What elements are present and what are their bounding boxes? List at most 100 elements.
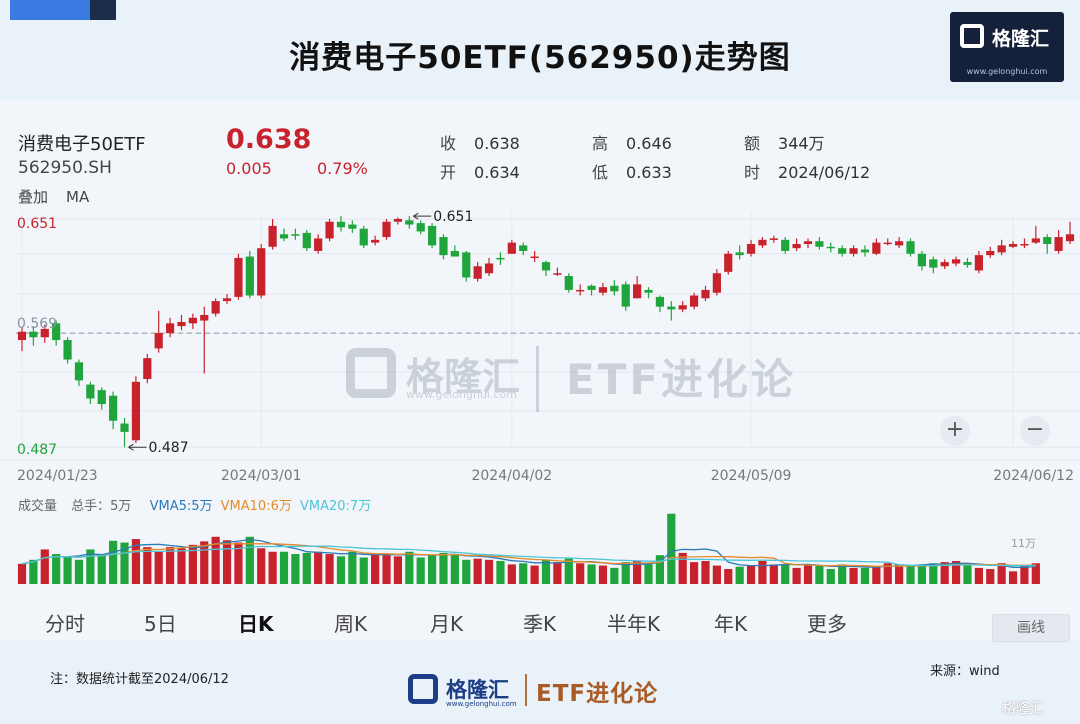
zoom-in-button[interactable]: +: [940, 416, 970, 446]
quote-open: 开 0.634: [440, 163, 520, 182]
candle-body: [473, 266, 482, 279]
candle-body: [63, 340, 72, 360]
volume-bar: [849, 567, 858, 584]
candle-body: [200, 314, 209, 321]
tab-5day[interactable]: 5日: [144, 612, 177, 636]
draw-line-button[interactable]: 画线: [992, 614, 1070, 642]
volume-bar: [200, 541, 209, 584]
candle-body: [815, 241, 824, 247]
volume-bar: [644, 564, 653, 584]
candle-body: [963, 262, 972, 265]
tab-halfyear-k[interactable]: 半年K: [607, 612, 661, 636]
candle-body: [268, 225, 277, 247]
volume-bar: [405, 551, 414, 584]
kline-chart[interactable]: 0.651 0.569 0.487 2024/01/23 2024/03/01 2024/…: [0, 200, 1080, 600]
volume-bar: [359, 557, 368, 584]
volume-bar: [97, 554, 106, 584]
volume-bar: [781, 564, 790, 584]
tab-daily-k[interactable]: 日K: [238, 612, 274, 636]
candle-body: [769, 238, 778, 240]
volume-bar: [86, 549, 95, 584]
volume-bar: [29, 559, 38, 584]
volume-bar: [473, 558, 482, 584]
volume-bar: [131, 539, 141, 584]
volume-bar: [427, 555, 437, 584]
volume-bar: [52, 554, 61, 584]
volume-bar: [120, 542, 129, 584]
candle-body: [838, 248, 847, 254]
data-source: 来源：wind: [930, 664, 1000, 679]
watermark: 格隆汇 www.gelonghui.com ETF进化论: [346, 340, 806, 415]
candle-body: [598, 287, 608, 293]
candle-body: [154, 333, 163, 349]
candle-body: [621, 284, 630, 307]
candle-body: [644, 289, 653, 293]
footer-g-icon: [408, 674, 438, 704]
volume-bar: [165, 547, 175, 584]
volume-bar: [382, 554, 391, 584]
date-label: 2024/04/02: [471, 468, 552, 484]
tab-more[interactable]: 更多: [807, 612, 847, 636]
volume-bar: [803, 564, 813, 584]
candle-body: [1043, 237, 1052, 245]
candle-body: [348, 224, 357, 229]
logo-url: www.gelonghui.com: [966, 67, 1048, 76]
candle-body: [234, 257, 243, 297]
candle-body: [610, 285, 619, 292]
volume-bar: [712, 565, 721, 584]
vma-line: [21, 538, 1036, 569]
volume-bar: [496, 560, 505, 584]
candle-body: [860, 249, 870, 253]
footer-divider: [525, 674, 527, 706]
candle-body: [1065, 234, 1075, 242]
volume-bar: [519, 563, 528, 584]
volume-bar: [929, 563, 938, 584]
candle-body: [826, 246, 835, 249]
logo-text: 格隆汇: [992, 28, 1050, 50]
corner-watermark: 格隆汇: [1002, 701, 1044, 717]
candle-body: [74, 362, 84, 381]
tab-quarterly-k[interactable]: 季K: [523, 612, 557, 636]
tab-intraday[interactable]: 分时: [45, 612, 85, 636]
volume-bar: [986, 569, 995, 584]
volume-total: 总手：5万: [71, 499, 132, 514]
volume-bar: [279, 551, 289, 584]
tab-monthly-k[interactable]: 月K: [430, 612, 464, 636]
period-tabs: 分时 5日 日K 周K 月K 季K 半年K 年K 更多: [0, 608, 1080, 638]
candle-body: [678, 305, 687, 310]
candle-body: [906, 241, 915, 254]
volume-bar: [906, 565, 915, 584]
volume-bar: [815, 565, 824, 584]
watermark-brand: 格隆汇: [406, 355, 521, 399]
zoom-out-button[interactable]: −: [1020, 416, 1050, 446]
volume-bar: [963, 565, 972, 584]
candle-body: [17, 331, 27, 341]
candle-body: [735, 252, 744, 256]
candle-body: [1054, 237, 1063, 251]
volume-bar: [314, 551, 323, 584]
volume-bar: [234, 542, 243, 584]
overlay-button[interactable]: 叠加: [18, 188, 49, 206]
candle-body: [564, 276, 573, 290]
annotation-label: 0.651: [433, 209, 473, 225]
volume-bar: [530, 565, 539, 584]
annotation-arrowhead: [413, 212, 419, 220]
volume-bar: [154, 551, 163, 584]
stock-code: 562950.SH: [18, 158, 112, 178]
volume-bar: [724, 569, 733, 584]
ma-button[interactable]: MA: [66, 188, 90, 206]
vma5-label: VMA5:5万: [149, 499, 213, 514]
volume-label: 成交量: [18, 499, 58, 514]
footer-url: www.gelonghui.com: [446, 700, 517, 708]
volume-bar: [74, 559, 84, 584]
volume-bar: [416, 557, 425, 584]
price-mid-label: 0.569: [17, 316, 57, 332]
candle-body: [165, 323, 175, 334]
tab-weekly-k[interactable]: 周K: [334, 612, 368, 636]
volume-bar: [1008, 571, 1018, 584]
volume-bar: [838, 564, 847, 584]
volume-bar: [188, 544, 197, 584]
tab-yearly-k[interactable]: 年K: [714, 612, 748, 636]
volume-bar: [348, 551, 357, 584]
candle-body: [849, 248, 858, 254]
